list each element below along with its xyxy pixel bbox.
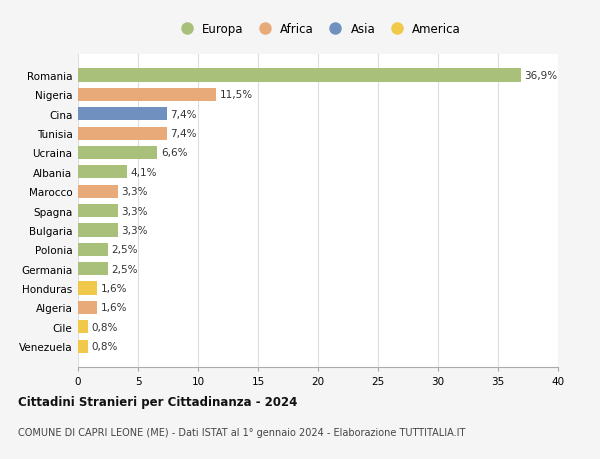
Legend: Europa, Africa, Asia, America: Europa, Africa, Asia, America xyxy=(173,20,463,38)
Text: 3,3%: 3,3% xyxy=(121,225,148,235)
Bar xyxy=(78,185,118,198)
Text: 2,5%: 2,5% xyxy=(112,264,138,274)
Bar xyxy=(78,69,521,83)
Text: 3,3%: 3,3% xyxy=(121,206,148,216)
Text: 0,8%: 0,8% xyxy=(91,322,118,332)
Bar xyxy=(78,340,88,353)
Text: 7,4%: 7,4% xyxy=(170,110,197,119)
Bar xyxy=(78,89,216,102)
Text: 7,4%: 7,4% xyxy=(170,129,197,139)
Bar xyxy=(78,301,97,314)
Bar xyxy=(78,127,167,140)
Bar xyxy=(78,205,118,218)
Bar xyxy=(78,320,88,334)
Text: 6,6%: 6,6% xyxy=(161,148,187,158)
Text: COMUNE DI CAPRI LEONE (ME) - Dati ISTAT al 1° gennaio 2024 - Elaborazione TUTTIT: COMUNE DI CAPRI LEONE (ME) - Dati ISTAT … xyxy=(18,427,466,437)
Text: 11,5%: 11,5% xyxy=(220,90,253,100)
Bar xyxy=(78,108,167,121)
Text: 2,5%: 2,5% xyxy=(112,245,138,255)
Bar xyxy=(78,166,127,179)
Text: 3,3%: 3,3% xyxy=(121,187,148,197)
Bar xyxy=(78,224,118,237)
Bar xyxy=(78,263,108,276)
Text: 36,9%: 36,9% xyxy=(524,71,557,81)
Text: 1,6%: 1,6% xyxy=(101,284,127,293)
Text: Cittadini Stranieri per Cittadinanza - 2024: Cittadini Stranieri per Cittadinanza - 2… xyxy=(18,395,298,408)
Text: 0,8%: 0,8% xyxy=(91,341,118,352)
Bar xyxy=(78,146,157,160)
Bar xyxy=(78,282,97,295)
Text: 1,6%: 1,6% xyxy=(101,303,127,313)
Bar xyxy=(78,243,108,257)
Text: 4,1%: 4,1% xyxy=(131,168,157,178)
